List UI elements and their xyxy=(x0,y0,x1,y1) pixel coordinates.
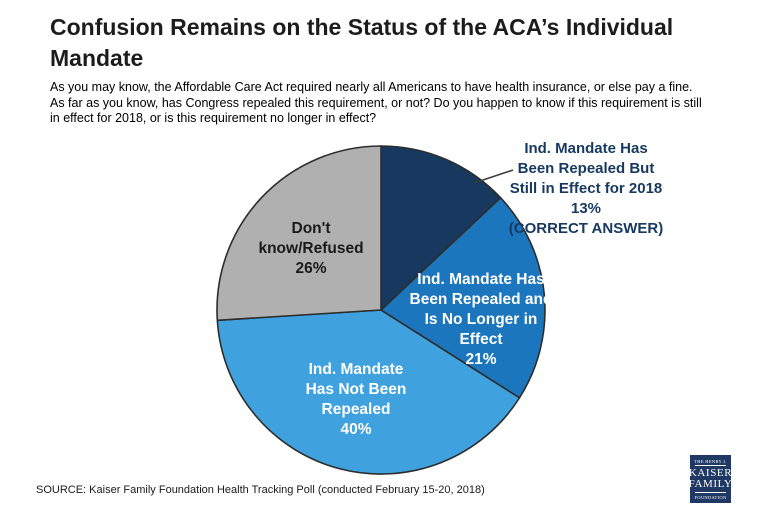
pie-slice-not-repealed xyxy=(216,309,521,475)
kff-logo: THE HENRY J. KAISER FAMILY FOUNDATION xyxy=(688,455,733,503)
kff-logo-line-family: FAMILY xyxy=(688,478,733,490)
pie-slice-repealed-no-longer-in-effect xyxy=(380,196,546,399)
source-text: SOURCE: Kaiser Family Foundation Health … xyxy=(36,484,485,496)
survey-question-text: As you may know, the Affordable Care Act… xyxy=(50,80,702,125)
pie-slice-repealed-still-in-effect xyxy=(380,145,502,311)
kff-logo-line-foundation: FOUNDATION xyxy=(694,494,727,500)
kff-logo-line-kaiser: KAISER xyxy=(688,466,733,479)
kff-logo-line-henry: THE HENRY J. xyxy=(694,458,727,464)
kff-logo-rule-top xyxy=(695,465,726,466)
label-connector-line xyxy=(473,169,514,184)
pie-slices xyxy=(216,145,546,475)
page-title: Confusion Remains on the Status of the A… xyxy=(50,14,674,71)
kff-logo-rule-bottom xyxy=(695,492,726,493)
pie-slice-dont-know-refused xyxy=(216,145,382,322)
